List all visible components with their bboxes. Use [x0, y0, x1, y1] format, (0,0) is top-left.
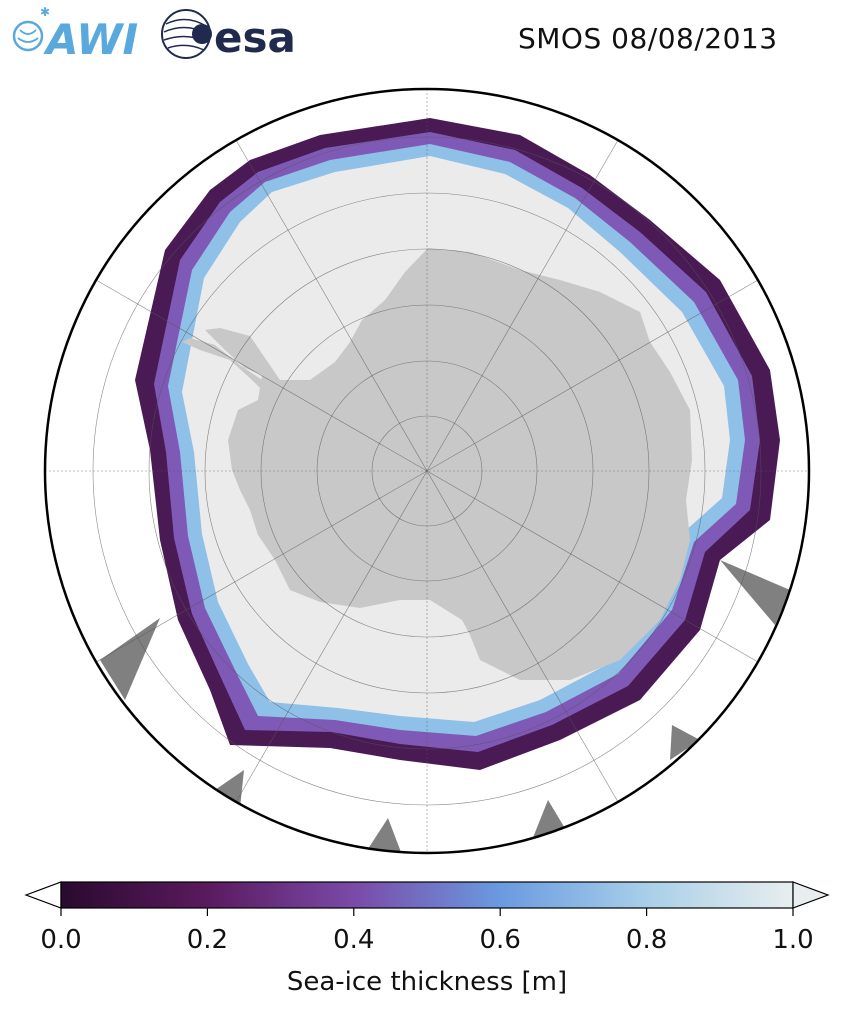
- colorbar-label: Sea-ice thickness [m]: [287, 967, 567, 997]
- colorbar-tick-label: 0.2: [187, 925, 228, 955]
- awi-star-icon: ✱: [40, 5, 50, 19]
- awi-globe-icon: [12, 20, 44, 52]
- awi-logo: ✱ AWI: [12, 5, 138, 64]
- colorbar-tick-label: 0.0: [40, 925, 81, 955]
- colorbar: 0.0 0.2 0.4 0.6 0.8 1.0 Sea-ice thickness [m]: [24, 881, 830, 997]
- esa-logo-text: esa: [214, 13, 296, 62]
- colorbar-tick-label: 0.4: [333, 925, 374, 955]
- colorbar-gradient: [60, 881, 794, 909]
- awi-logo-text: AWI: [43, 15, 138, 64]
- graticule: [45, 89, 809, 853]
- esa-logo: esa: [161, 9, 296, 62]
- logos: ✱ AWI esa: [12, 5, 296, 64]
- map-boundary: [43, 87, 811, 855]
- colorbar-tick-label: 1.0: [772, 925, 813, 955]
- colorbar-ticks: 0.0 0.2 0.4 0.6 0.8 1.0: [40, 908, 814, 955]
- sea-ice-map: [43, 87, 811, 855]
- colorbar-extend-max: [792, 881, 830, 909]
- antarctica-land: [205, 248, 692, 680]
- colorbar-extend-min: [24, 881, 62, 909]
- antarctic-peninsula: [182, 338, 262, 390]
- colorbar-tick-label: 0.8: [626, 925, 667, 955]
- colorbar-tick-label: 0.6: [480, 925, 521, 955]
- map-title: SMOS 08/08/2013: [518, 22, 778, 55]
